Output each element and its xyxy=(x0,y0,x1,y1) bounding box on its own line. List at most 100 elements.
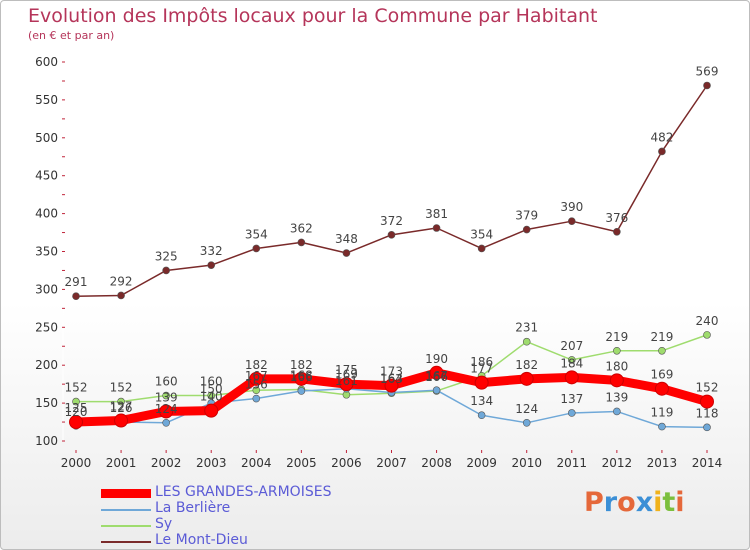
x-tick-label: 2008 xyxy=(421,456,452,470)
y-tick-label: 100 xyxy=(35,434,58,448)
series-lines xyxy=(69,81,714,432)
x-tick-label: 2013 xyxy=(647,456,678,470)
data-point xyxy=(162,266,170,275)
legend-item-le-mont-dieu: Le Mont-Dieu xyxy=(101,532,431,549)
data-point xyxy=(477,411,486,420)
x-tick-label: 2000 xyxy=(61,456,92,470)
data-point xyxy=(567,217,576,225)
data-label: 164 xyxy=(380,371,403,385)
data-label: 219 xyxy=(605,330,628,344)
data-label: 119 xyxy=(650,406,673,420)
legend-swatch xyxy=(101,509,151,511)
data-label: 139 xyxy=(605,390,628,404)
legend-item-les-grandes-armoises: LES GRANDES-ARMOISES xyxy=(101,484,431,501)
y-tick-label: 550 xyxy=(35,93,58,107)
data-label: 354 xyxy=(470,227,493,241)
data-point xyxy=(387,231,396,239)
data-point xyxy=(477,244,486,253)
data-point xyxy=(474,375,489,390)
data-point xyxy=(252,394,261,403)
x-tick-label: 2006 xyxy=(331,456,362,470)
data-point xyxy=(207,391,216,400)
data-point xyxy=(252,244,261,253)
y-tick-label: 200 xyxy=(35,358,58,372)
data-label: 152 xyxy=(696,381,719,395)
y-tick-label: 250 xyxy=(35,320,58,334)
data-point xyxy=(703,331,711,339)
legend: LES GRANDES-ARMOISES La Berlière Sy Le M… xyxy=(101,484,431,549)
data-point xyxy=(654,381,669,396)
legend-swatch xyxy=(101,541,151,543)
data-label: 173 xyxy=(380,365,403,379)
data-point xyxy=(162,419,170,427)
data-point xyxy=(114,413,129,428)
data-label: 325 xyxy=(155,249,178,263)
data-label: 348 xyxy=(335,232,358,246)
data-label: 354 xyxy=(245,227,268,241)
data-point xyxy=(339,377,354,392)
y-tick-label: 600 xyxy=(35,55,58,69)
legend-label: Le Mont-Dieu xyxy=(155,532,248,548)
data-label: 139 xyxy=(155,390,178,404)
data-label: 372 xyxy=(380,214,403,228)
legend-item-sy: Sy xyxy=(101,516,431,533)
data-point xyxy=(658,346,666,355)
data-label: 160 xyxy=(200,375,223,389)
logo-letter: P xyxy=(584,487,604,518)
data-label: 376 xyxy=(605,211,628,225)
data-label: 482 xyxy=(650,130,673,144)
data-label: 362 xyxy=(290,221,313,235)
data-label: 190 xyxy=(425,352,448,366)
data-label: 127 xyxy=(110,400,133,414)
logo-letter: i xyxy=(675,487,685,518)
data-point xyxy=(700,394,714,409)
data-point xyxy=(117,397,125,406)
data-point xyxy=(567,356,576,364)
data-label: 140 xyxy=(200,390,223,404)
data-point xyxy=(207,261,216,269)
x-tick-label: 2004 xyxy=(241,456,272,470)
x-tick-label: 2010 xyxy=(511,456,542,470)
data-point xyxy=(703,423,711,432)
data-label: 168 xyxy=(290,368,313,382)
data-label: 152 xyxy=(110,381,133,395)
data-label: 379 xyxy=(515,209,538,223)
data-label: 163 xyxy=(380,372,403,386)
proxiti-logo: Proxiti xyxy=(584,487,685,518)
logo-letter: o xyxy=(617,487,636,518)
data-label: 167 xyxy=(245,369,268,383)
data-point xyxy=(429,365,444,380)
data-label: 292 xyxy=(110,274,133,288)
x-tick-label: 2001 xyxy=(106,456,137,470)
data-point xyxy=(522,419,531,427)
x-tick-label: 2005 xyxy=(286,456,317,470)
data-label: 169 xyxy=(650,368,673,382)
data-label: 166 xyxy=(425,370,448,384)
data-label: 167 xyxy=(425,369,448,383)
data-label: 381 xyxy=(425,207,448,221)
data-label: 124 xyxy=(155,402,178,416)
data-label: 161 xyxy=(335,374,358,388)
chart-title: Evolution des Impôts locaux pour la Comm… xyxy=(28,5,598,27)
data-label: 156 xyxy=(245,378,268,392)
data-label: 177 xyxy=(470,362,493,376)
data-label: 126 xyxy=(110,401,133,415)
logo-letter: x xyxy=(635,487,654,518)
data-label: 180 xyxy=(605,359,628,373)
y-tick-label: 450 xyxy=(35,169,58,183)
data-label: 390 xyxy=(560,200,583,214)
data-point xyxy=(567,409,576,417)
data-point xyxy=(342,249,351,257)
data-label: 291 xyxy=(65,275,88,289)
data-label: 175 xyxy=(335,363,358,377)
x-tick-label: 2007 xyxy=(376,456,407,470)
data-label: 182 xyxy=(290,358,313,372)
y-tick-label: 350 xyxy=(35,245,58,259)
data-point xyxy=(613,407,621,416)
data-point xyxy=(609,373,624,388)
data-point xyxy=(159,404,174,419)
data-label: 332 xyxy=(200,244,223,258)
data-label: 166 xyxy=(290,370,313,384)
data-label: 186 xyxy=(470,355,493,369)
